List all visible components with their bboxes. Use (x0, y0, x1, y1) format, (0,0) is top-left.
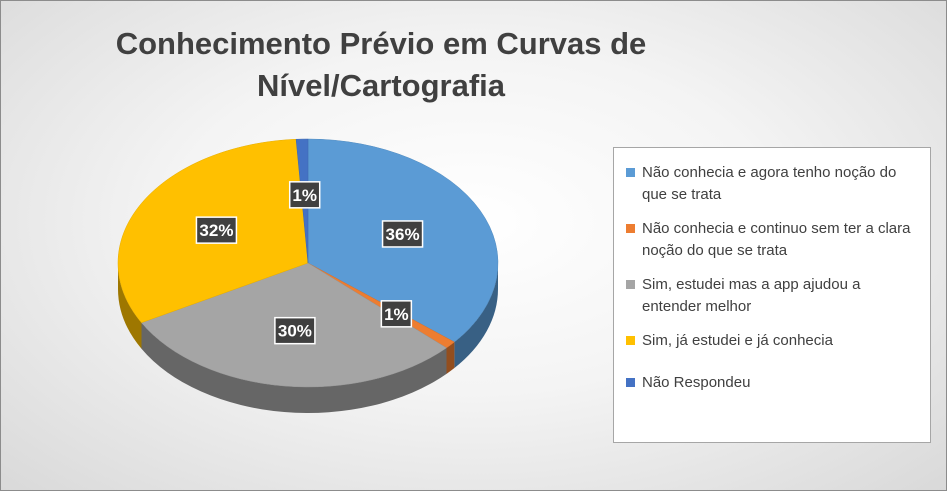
data-label-4: 1% (288, 181, 321, 209)
pie-side-0 (454, 263, 498, 369)
data-label-text-1: 1% (384, 305, 409, 324)
legend: Não conhecia e agora tenho noção do que … (613, 147, 931, 443)
legend-label-3: Sim, já estudei e já conhecia (642, 332, 833, 349)
legend-swatch-3 (626, 336, 635, 345)
data-label-text-2: 30% (278, 322, 312, 341)
legend-swatch-1 (626, 224, 635, 233)
legend-item-1: Não conhecia e continuo sem ter a clara … (626, 218, 920, 262)
pie-side-1 (446, 342, 455, 374)
legend-swatch-2 (626, 280, 635, 289)
legend-swatch-0 (626, 168, 635, 177)
chart-title: Conhecimento Prévio em Curvas de Nível/C… (115, 26, 647, 103)
data-label-2: 30% (274, 316, 316, 345)
legend-label-1: Não conhecia e continuo sem ter a clara … (642, 220, 911, 259)
data-label-text-0: 36% (386, 225, 420, 244)
data-label-text-3: 32% (199, 221, 233, 240)
legend-item-4: Não Respondeu (626, 372, 920, 394)
legend-item-0: Não conhecia e agora tenho noção do que … (626, 162, 920, 206)
pie-side-3 (118, 263, 142, 349)
data-label-1: 1% (380, 300, 413, 328)
legend-item-2: Sim, estudei mas a app ajudou a entender… (626, 274, 920, 318)
legend-label-0: Não conhecia e agora tenho noção do que … (642, 164, 897, 203)
data-label-0: 36% (381, 220, 424, 248)
data-label-3: 32% (195, 216, 238, 244)
pie-side-2 (141, 322, 447, 414)
legend-label-4: Não Respondeu (642, 374, 751, 391)
legend-label-2: Sim, estudei mas a app ajudou a entender… (642, 276, 861, 315)
data-label-text-4: 1% (292, 186, 317, 205)
legend-item-3: Sim, já estudei e já conhecia (626, 330, 920, 352)
legend-swatch-4 (626, 378, 635, 387)
